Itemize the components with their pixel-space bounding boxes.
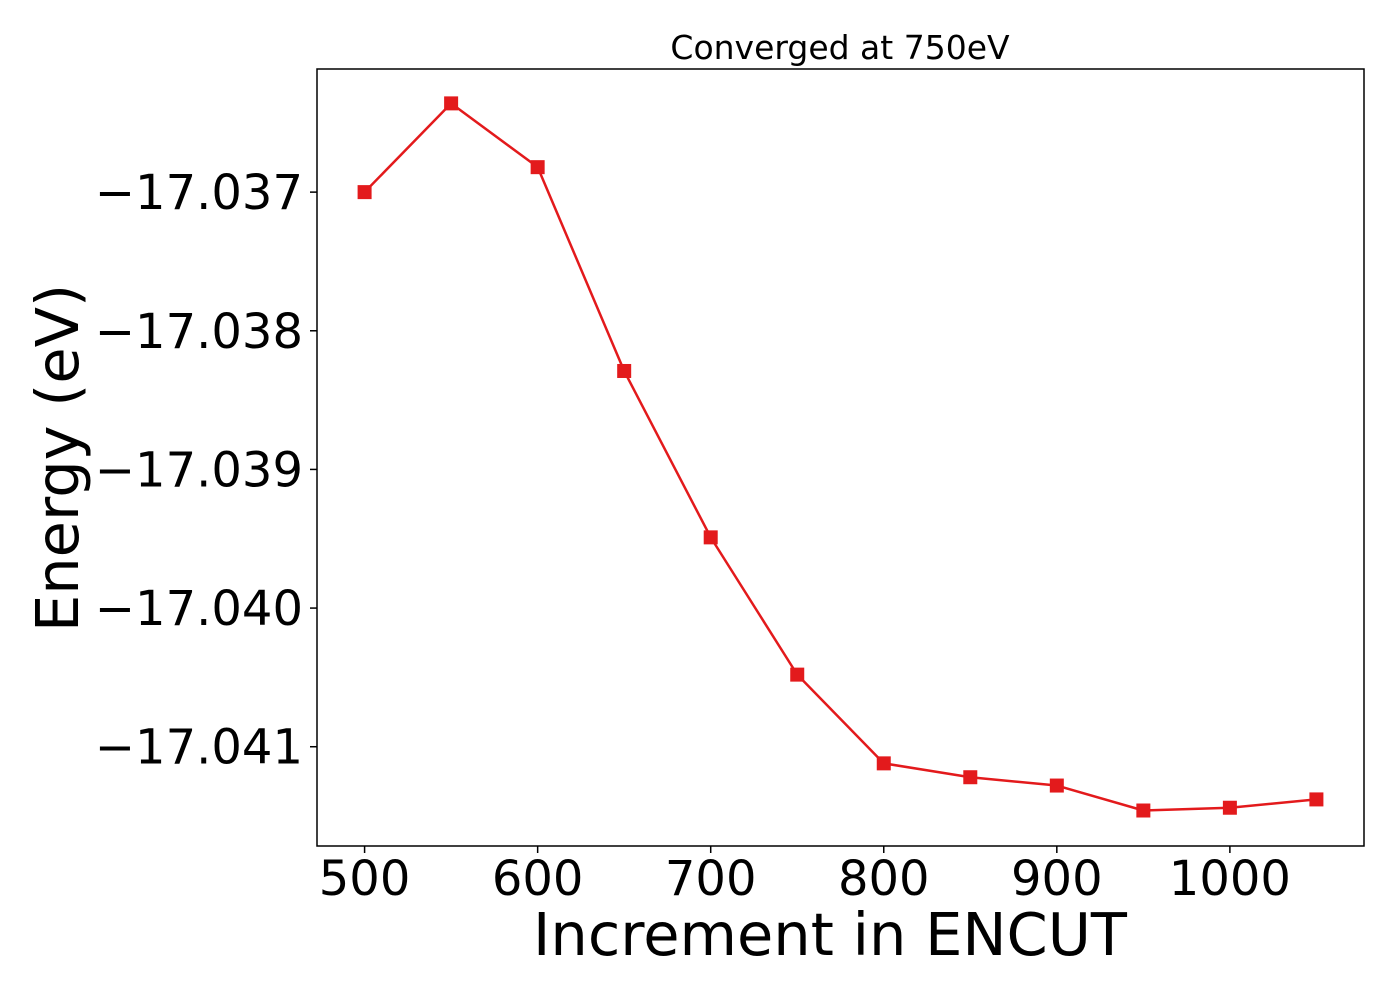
- x-tick-label: 1000: [1169, 851, 1291, 907]
- data-point-marker: [1309, 792, 1324, 807]
- x-tick-label: 900: [1011, 851, 1103, 907]
- y-tick-label: −17.041: [95, 720, 303, 776]
- y-tick-label: −17.040: [95, 581, 303, 637]
- chart-title: Converged at 750eV: [670, 28, 1010, 67]
- series-layer: [357, 96, 1324, 818]
- x-tick-label: 600: [492, 851, 584, 907]
- data-point-marker: [357, 185, 372, 200]
- x-axis-ticks: 500 600 700 800 900 1000: [319, 846, 1291, 907]
- data-point-marker: [617, 363, 632, 378]
- plot-area: [316, 68, 1365, 847]
- y-tick-label: −17.038: [95, 304, 303, 360]
- data-point-marker: [1136, 803, 1151, 818]
- y-tick-label: −17.039: [95, 442, 303, 498]
- series-line: [363, 102, 1317, 812]
- x-tick-label: 700: [665, 851, 757, 907]
- data-point-marker: [703, 530, 718, 545]
- data-point-marker: [876, 756, 891, 771]
- x-tick-label: 800: [838, 851, 930, 907]
- data-point-marker: [530, 160, 545, 175]
- data-point-marker: [963, 770, 978, 785]
- data-point-marker: [790, 667, 805, 682]
- data-point-marker: [444, 96, 459, 111]
- y-axis-label: Energy (eV): [23, 284, 92, 632]
- data-point-marker: [1049, 778, 1064, 793]
- x-axis-label: Increment in ENCUT: [533, 900, 1128, 969]
- x-tick-label: 500: [319, 851, 411, 907]
- data-point-marker: [1222, 800, 1237, 815]
- y-axis-ticks: −17.037 −17.038 −17.039 −17.040 −17.041: [95, 165, 317, 776]
- y-tick-label: −17.037: [95, 165, 303, 221]
